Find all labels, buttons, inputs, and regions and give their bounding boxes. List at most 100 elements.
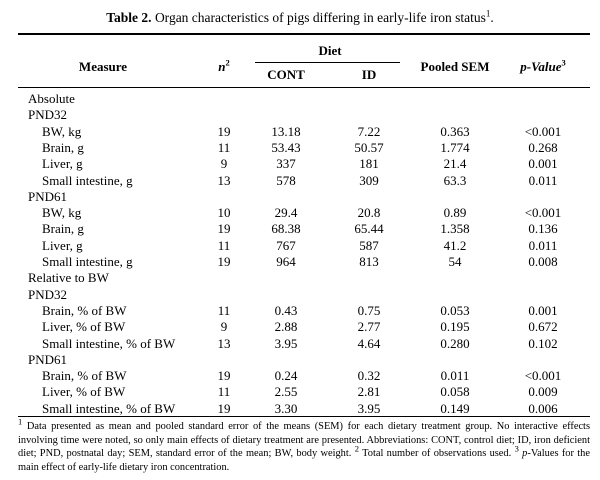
- cell-p: 0.008: [528, 254, 558, 269]
- header-cont: CONT: [267, 67, 305, 82]
- caption-label: Table 2.: [106, 10, 152, 25]
- cell-cont: 0.43: [274, 302, 298, 318]
- cell-n: 19: [217, 400, 231, 416]
- section-label: Absolute: [28, 91, 75, 106]
- cell-p: 0.672: [528, 319, 558, 335]
- cell-n: 19: [217, 368, 231, 384]
- cell-cont: 964: [276, 254, 296, 269]
- cell-n: 13: [217, 335, 231, 351]
- cell-cont: 0.24: [274, 368, 298, 384]
- row-measure: Liver, g: [42, 156, 83, 172]
- header-bottom-rule: [18, 87, 590, 88]
- cell-p: 0.006: [528, 400, 558, 416]
- cell-n: 11: [217, 302, 231, 318]
- row-measure: BW, kg: [42, 123, 82, 139]
- caption-end: .: [490, 10, 494, 25]
- cell-n: 11: [217, 139, 231, 155]
- row-measure: Brain, % of BW: [42, 368, 127, 384]
- cell-cont: 68.38: [271, 221, 301, 237]
- cell-n: 13: [217, 172, 231, 188]
- row-measure: Liver, g: [42, 237, 83, 253]
- cell-id: 309: [359, 172, 379, 188]
- header-n-label: n: [218, 59, 226, 74]
- header-p-sup: 3: [561, 57, 566, 68]
- cell-id: 7.22: [357, 123, 381, 139]
- footnote-sup-2: 2: [354, 443, 359, 454]
- cell-p: <0.001: [524, 368, 562, 384]
- cell-cont: 2.55: [274, 384, 298, 400]
- cell-p: 0.009: [528, 384, 558, 400]
- cell-n: 11: [217, 384, 231, 400]
- cell-n: 19: [217, 254, 231, 269]
- cell-cont: 3.30: [274, 400, 298, 416]
- row-measure: Brain, g: [42, 221, 84, 237]
- row-measure: Liver, % of BW: [42, 319, 126, 335]
- row-measure: Small intestine, % of BW: [42, 400, 176, 416]
- footnote-sup-3: 3: [514, 443, 519, 454]
- header-p-label: p-Value: [520, 59, 562, 74]
- cell-id: 0.75: [357, 302, 381, 318]
- header-n-sup: 2: [225, 57, 230, 68]
- cell-cont: 767: [276, 237, 296, 253]
- cell-n: 10: [217, 205, 231, 221]
- cell-p: 0.136: [528, 221, 558, 237]
- group-label: PND32: [28, 107, 68, 123]
- row-measure: Liver, % of BW: [42, 384, 126, 400]
- header-id: ID: [361, 67, 377, 82]
- cell-n: 9: [220, 319, 228, 335]
- cell-p: 0.011: [528, 237, 558, 253]
- cell-cont: 53.43: [271, 139, 301, 155]
- cell-cont: 2.88: [274, 319, 298, 335]
- cell-p: <0.001: [524, 205, 562, 221]
- table-top-rule: [18, 33, 590, 35]
- cell-n: 19: [217, 221, 231, 237]
- cell-id: 181: [359, 156, 379, 172]
- header-pooled-sem: Pooled SEM: [420, 59, 490, 74]
- cell-sem: 54: [448, 254, 462, 269]
- cell-sem: 0.195: [440, 319, 470, 335]
- cell-cont: 29.4: [274, 205, 298, 221]
- cell-id: 4.64: [357, 335, 381, 351]
- cell-sem: 63.3: [443, 172, 467, 188]
- cell-p: 0.001: [528, 302, 558, 318]
- cell-p: 0.011: [528, 172, 558, 188]
- cell-cont: 337: [276, 156, 296, 172]
- table-footnote: 1 Data presented as mean and pooled stan…: [18, 416, 590, 474]
- row-measure: Small intestine, % of BW: [42, 335, 176, 351]
- cell-cont: 578: [276, 172, 296, 188]
- cell-cont: 13.18: [271, 123, 301, 139]
- cell-p: 0.268: [528, 139, 558, 155]
- cell-sem: 0.011: [440, 368, 470, 384]
- cell-n: 11: [217, 237, 231, 253]
- cell-p: <0.001: [524, 123, 562, 139]
- cell-sem: 0.058: [440, 384, 470, 400]
- cell-p: 0.102: [528, 335, 558, 351]
- cell-sem: 0.149: [440, 400, 470, 416]
- cell-p: 0.001: [528, 156, 558, 172]
- cell-n: 9: [220, 156, 228, 172]
- caption-text: Organ characteristics of pigs differing …: [154, 10, 486, 25]
- cell-id: 65.44: [354, 221, 384, 237]
- cell-id: 2.81: [357, 384, 381, 400]
- cell-id: 587: [359, 237, 379, 253]
- footnote-sup-1: 1: [18, 416, 23, 427]
- cell-id: 20.8: [357, 205, 381, 221]
- cell-sem: 0.053: [440, 302, 470, 318]
- cell-id: 3.95: [357, 400, 381, 416]
- header-n: n2: [218, 57, 230, 75]
- row-measure: Small intestine, g: [42, 172, 133, 188]
- footnote-text-3: p-Values for the main effect of early-li…: [18, 448, 590, 473]
- cell-sem: 0.280: [440, 335, 470, 351]
- cell-id: 50.57: [354, 139, 384, 155]
- table-caption: Table 2. Organ characteristics of pigs d…: [0, 8, 600, 26]
- caption-sup: 1: [485, 8, 491, 19]
- section-label: Relative to BW: [28, 270, 109, 286]
- cell-sem: 21.4: [443, 156, 467, 172]
- row-measure: BW, kg: [42, 205, 82, 221]
- cell-n: 19: [217, 123, 231, 139]
- cell-cont: 3.95: [274, 335, 298, 351]
- cell-id: 813: [359, 254, 379, 269]
- row-measure: Brain, g: [42, 139, 84, 155]
- cell-sem: 1.358: [440, 221, 470, 237]
